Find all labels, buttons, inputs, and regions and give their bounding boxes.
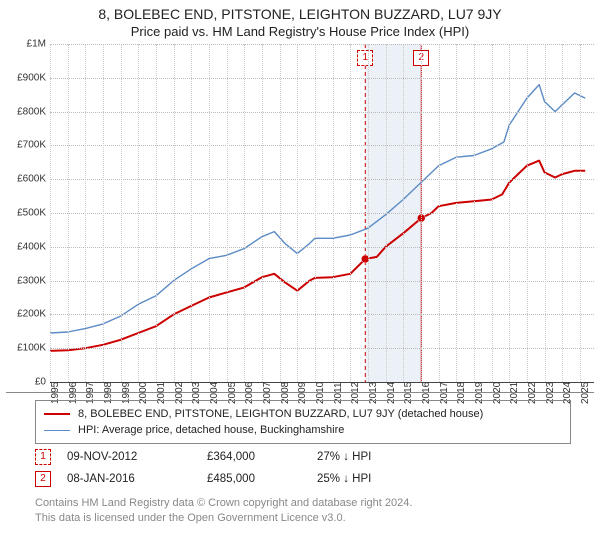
transaction-row: 1 09-NOV-2012£364,00027% ↓ HPI <box>35 446 437 468</box>
legend-label: 8, BOLEBEC END, PITSTONE, LEIGHTON BUZZA… <box>78 408 483 420</box>
chart-title-2: Price paid vs. HM Land Registry's House … <box>0 24 600 39</box>
x-axis-tick: 2025 <box>580 382 591 404</box>
transaction-diff: 27% ↓ HPI <box>317 451 437 463</box>
y-axis-tick: £700K <box>17 140 46 151</box>
y-axis-tick: £1M <box>27 39 46 50</box>
footer-line-2: This data is licensed under the Open Gov… <box>35 511 412 526</box>
transaction-row: 2 08-JAN-2016£485,00025% ↓ HPI <box>35 468 437 490</box>
legend: 8, BOLEBEC END, PITSTONE, LEIGHTON BUZZA… <box>35 400 571 444</box>
transaction-diff: 25% ↓ HPI <box>317 473 437 485</box>
y-axis-tick: £800K <box>17 106 46 117</box>
transaction-price: £485,000 <box>207 473 317 485</box>
transaction-table: 1 09-NOV-2012£364,00027% ↓ HPI 2 08-JAN-201… <box>35 446 437 490</box>
y-axis-tick: £500K <box>17 208 46 219</box>
y-axis-tick: £400K <box>17 241 46 252</box>
footer-attribution: Contains HM Land Registry data © Crown c… <box>35 496 412 526</box>
legend-item: HPI: Average price, detached house, Buck… <box>44 422 562 438</box>
y-axis-tick: £600K <box>17 174 46 185</box>
y-axis-tick: £900K <box>17 72 46 83</box>
y-axis-tick: £0 <box>35 377 46 388</box>
chart-area: 12 £0£100K£200K£300K£400K£500K£600K£700K… <box>6 44 594 393</box>
transaction-id-box: 2 <box>35 471 51 487</box>
transaction-date: 09-NOV-2012 <box>67 451 207 463</box>
legend-item: 8, BOLEBEC END, PITSTONE, LEIGHTON BUZZA… <box>44 406 562 422</box>
transaction-date: 08-JAN-2016 <box>67 473 207 485</box>
transaction-price: £364,000 <box>207 451 317 463</box>
footer-line-1: Contains HM Land Registry data © Crown c… <box>35 496 412 511</box>
y-axis-tick: £300K <box>17 275 46 286</box>
chart-title-1: 8, BOLEBEC END, PITSTONE, LEIGHTON BUZZA… <box>0 6 600 22</box>
transaction-id-box: 1 <box>35 449 51 465</box>
legend-label: HPI: Average price, detached house, Buck… <box>78 424 344 436</box>
y-axis-tick: £200K <box>17 309 46 320</box>
transaction-marker-1: 1 <box>357 50 373 66</box>
y-axis-tick: £100K <box>17 343 46 354</box>
